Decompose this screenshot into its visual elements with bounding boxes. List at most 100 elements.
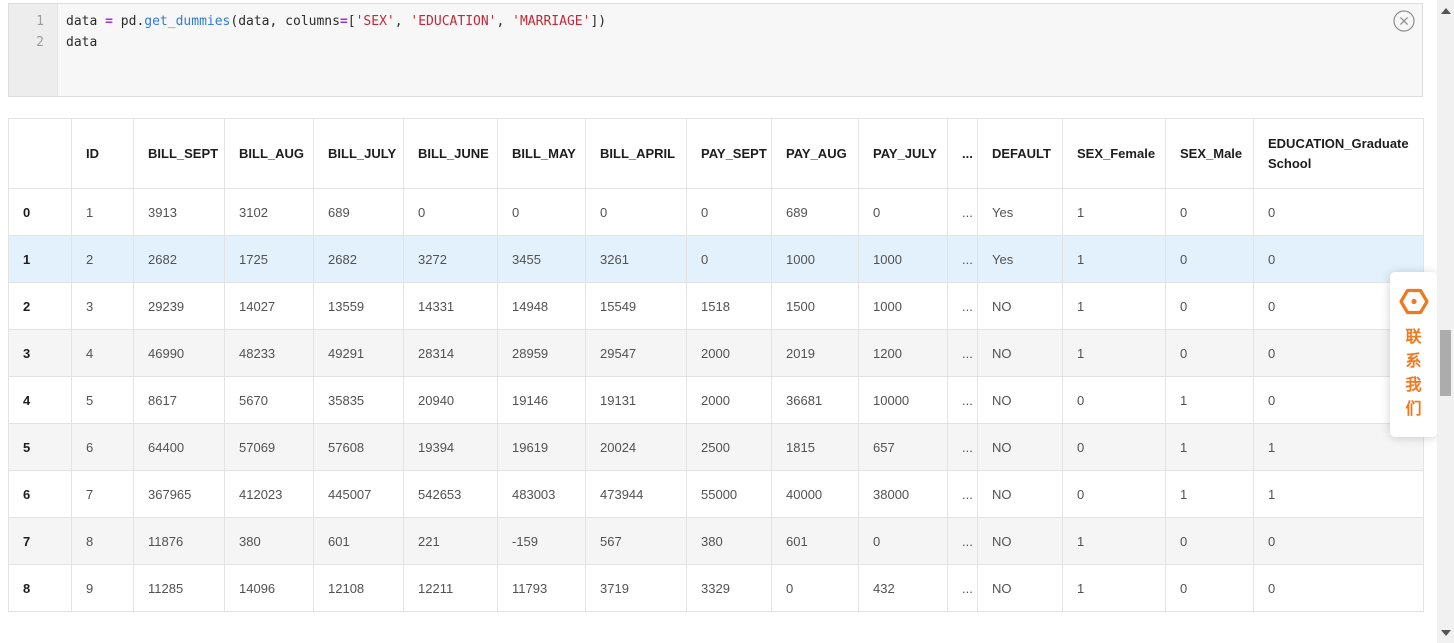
- table-cell: 38000: [858, 470, 948, 518]
- column-header: BILL_APRIL: [585, 118, 687, 189]
- scroll-down-icon[interactable]: [1437, 624, 1454, 641]
- table-cell: 55000: [686, 470, 772, 518]
- table-row: 0 1 3913 3102 689 0 0 0 0 689 0... Yes 1 0 0: [8, 188, 1424, 236]
- table-cell: 5670: [224, 376, 314, 424]
- table-cell: 380: [686, 517, 772, 565]
- column-header: BILL_JUNE: [403, 118, 498, 189]
- table-cell: 3272: [403, 235, 498, 283]
- table-cell: 0: [1165, 188, 1254, 236]
- table-cell: ...: [947, 423, 978, 471]
- table-cell: 1: [1062, 282, 1166, 330]
- close-icon[interactable]: [1392, 9, 1416, 33]
- table-cell: 3102: [224, 188, 314, 236]
- contact-us-badge[interactable]: 联 系 我 们: [1390, 272, 1437, 437]
- table-cell: NO: [977, 423, 1063, 471]
- table-cell: 412023: [224, 470, 314, 518]
- table-cell: 1725: [224, 235, 314, 283]
- table-cell: 1: [1165, 423, 1254, 471]
- scroll-up-icon[interactable]: [1437, 2, 1454, 19]
- code-lines[interactable]: data = pd.get_dummies(data, columns=['SE…: [58, 4, 1422, 96]
- code-line: data: [66, 35, 98, 50]
- line-number: 1: [36, 14, 44, 29]
- table-cell: 3: [71, 282, 134, 330]
- table-row: 3 4 46990 48233 49291 28314 28959 29547 2000 2019…: [8, 329, 1424, 377]
- table-cell: 367965: [133, 470, 225, 518]
- table-row: 2 3 29239 14027 13559 14331 14948 15549 1518 1500…: [8, 282, 1424, 330]
- row-index-cell: 3: [8, 329, 72, 377]
- table-cell: 2000: [686, 329, 772, 377]
- column-header: BILL_JULY: [313, 118, 404, 189]
- table-cell: 0: [585, 188, 687, 236]
- table-cell: 0: [858, 517, 948, 565]
- table-cell: 3913: [133, 188, 225, 236]
- table-body: 0 1 3913 3102 689 0 0 0 0 689 0... Yes 1 0 0 1 2 2682 1725…: [8, 188, 1424, 612]
- table-cell: 29547: [585, 329, 687, 377]
- table-cell: 0: [497, 188, 586, 236]
- table-cell: NO: [977, 282, 1063, 330]
- table-cell: 1518: [686, 282, 772, 330]
- column-header: [8, 118, 72, 189]
- vertical-scrollbar[interactable]: [1437, 0, 1454, 643]
- table-cell: 0: [858, 188, 948, 236]
- table-cell: 14027: [224, 282, 314, 330]
- table-cell: 20024: [585, 423, 687, 471]
- table-cell: 1: [1062, 517, 1166, 565]
- table-cell: 57608: [313, 423, 404, 471]
- dataframe-table: ID BILL_SEPT BILL_AUG BILL_JULY BILL_JUNE BIL…: [8, 118, 1424, 612]
- table-cell: NO: [977, 564, 1063, 612]
- table-cell: 19131: [585, 376, 687, 424]
- table-cell: 483003: [497, 470, 586, 518]
- column-header: BILL_AUG: [224, 118, 314, 189]
- table-cell: 567: [585, 517, 687, 565]
- table-cell: 46990: [133, 329, 225, 377]
- table-cell: 19146: [497, 376, 586, 424]
- table-cell: 2682: [133, 235, 225, 283]
- table-cell: 380: [224, 517, 314, 565]
- table-cell: 28959: [497, 329, 586, 377]
- table-cell: 432: [858, 564, 948, 612]
- contact-char: 我: [1405, 377, 1422, 394]
- table-cell: 601: [313, 517, 404, 565]
- table-cell: 28314: [403, 329, 498, 377]
- column-header: EDUCATION_Graduate School: [1253, 118, 1424, 189]
- table-cell: 0: [1165, 517, 1254, 565]
- row-index-cell: 6: [8, 470, 72, 518]
- table-cell: 29239: [133, 282, 225, 330]
- table-cell: 1: [1253, 423, 1424, 471]
- table-cell: 19619: [497, 423, 586, 471]
- column-header: ...: [947, 118, 978, 189]
- table-cell: 0: [1062, 470, 1166, 518]
- contact-char: 系: [1405, 353, 1422, 370]
- table-cell: 689: [771, 188, 859, 236]
- row-index-cell: 7: [8, 517, 72, 565]
- table-cell: 1000: [771, 235, 859, 283]
- table-cell: 20940: [403, 376, 498, 424]
- column-header: ID: [71, 118, 134, 189]
- table-cell: 3329: [686, 564, 772, 612]
- table-cell: NO: [977, 376, 1063, 424]
- table-cell: 0: [771, 564, 859, 612]
- row-index-cell: 1: [8, 235, 72, 283]
- column-header: PAY_SEPT: [686, 118, 772, 189]
- column-header: SEX_Female: [1062, 118, 1166, 189]
- table-cell: ...: [947, 235, 978, 283]
- table-cell: 657: [858, 423, 948, 471]
- table-cell: Yes: [977, 235, 1063, 283]
- column-header: PAY_JULY: [858, 118, 948, 189]
- table-cell: ...: [947, 564, 978, 612]
- table-cell: 11285: [133, 564, 225, 612]
- table-cell: 0: [1165, 235, 1254, 283]
- table-cell: 5: [71, 376, 134, 424]
- table-cell: ...: [947, 470, 978, 518]
- scrollbar-thumb[interactable]: [1440, 330, 1451, 396]
- table-cell: 57069: [224, 423, 314, 471]
- table-cell: 0: [403, 188, 498, 236]
- table-cell: 36681: [771, 376, 859, 424]
- code-line: data = pd.get_dummies(data, columns=['SE…: [66, 14, 607, 29]
- table-cell: 445007: [313, 470, 404, 518]
- table-cell: 4: [71, 329, 134, 377]
- table-cell: 0: [1253, 188, 1424, 236]
- table-cell: 2: [71, 235, 134, 283]
- table-cell: 3455: [497, 235, 586, 283]
